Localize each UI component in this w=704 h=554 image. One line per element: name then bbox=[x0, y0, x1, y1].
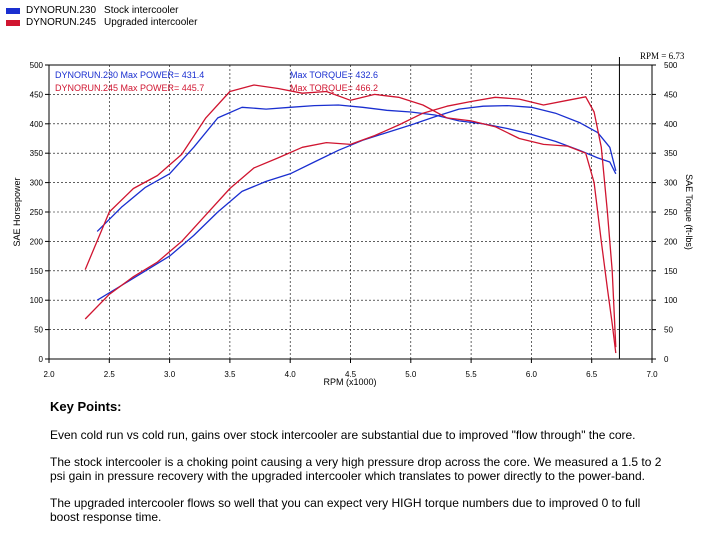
key-point-paragraph: Even cold run vs cold run, gains over st… bbox=[50, 428, 636, 442]
y-tick-label: 50 bbox=[34, 326, 43, 335]
legend-swatch bbox=[6, 7, 20, 14]
x-tick-label: 4.5 bbox=[345, 370, 357, 379]
y-tick-label-right: 200 bbox=[664, 237, 678, 246]
key-point-paragraph: The stock intercooler is a choking point… bbox=[50, 455, 662, 483]
x-tick-label: 3.0 bbox=[164, 370, 176, 379]
axis-ticks: 0 0 50 50 100 100 150 150 200 200 250 250 300 300 350 3… bbox=[30, 61, 678, 379]
max-value-annotation: Max TORQUE= 466.2 bbox=[290, 83, 378, 93]
y-tick-label: 400 bbox=[30, 120, 44, 129]
legend-swatch bbox=[6, 19, 20, 26]
y-tick-label-right: 150 bbox=[664, 267, 678, 276]
legend-item: DYNORUN.230 Stock intercooler bbox=[6, 5, 179, 16]
y-tick-label: 200 bbox=[30, 237, 44, 246]
y-tick-label-right: 350 bbox=[664, 149, 678, 158]
rpm-marker-label: RPM = 6.73 bbox=[640, 51, 685, 61]
annotations: DYNORUN.230 Max POWER= 431.4 DYNORUN.245 … bbox=[55, 70, 378, 93]
y-tick-label-right: 250 bbox=[664, 208, 678, 217]
y-tick-label-right: 300 bbox=[664, 179, 678, 188]
series-line-power bbox=[84, 96, 617, 348]
y-tick-label: 500 bbox=[30, 61, 44, 70]
y-tick-label: 350 bbox=[30, 149, 44, 158]
x-tick-label: 2.5 bbox=[104, 370, 116, 379]
y-tick-label-right: 400 bbox=[664, 120, 678, 129]
y-axis-label-left: SAE Horsepower bbox=[12, 177, 22, 246]
max-value-annotation: DYNORUN.230 Max POWER= 431.4 bbox=[55, 70, 204, 80]
key-points-title: Key Points: bbox=[50, 399, 122, 414]
legend-label: Upgraded intercooler bbox=[104, 17, 198, 28]
x-tick-label: 5.5 bbox=[466, 370, 478, 379]
y-tick-label: 0 bbox=[39, 355, 44, 364]
x-tick-label: 2.0 bbox=[43, 370, 55, 379]
legend-label: Stock intercooler bbox=[104, 5, 179, 16]
key-point-paragraph: The upgraded intercooler flows so well t… bbox=[50, 496, 641, 524]
x-tick-label: 7.0 bbox=[646, 370, 658, 379]
key-points: Key Points: Even cold run vs cold run, g… bbox=[50, 400, 670, 537]
y-tick-label-right: 50 bbox=[664, 326, 673, 335]
legend-run-name: DYNORUN.245 bbox=[26, 17, 97, 28]
series-line-power bbox=[96, 104, 617, 301]
max-value-annotation: Max TORQUE= 432.6 bbox=[290, 70, 378, 80]
series-group bbox=[84, 84, 617, 354]
y-tick-label: 450 bbox=[30, 90, 44, 99]
x-tick-label: 5.0 bbox=[405, 370, 417, 379]
y-tick-label-right: 500 bbox=[664, 61, 678, 70]
y-tick-label: 150 bbox=[30, 267, 44, 276]
grid bbox=[49, 57, 652, 359]
y-axis-label-right: SAE Torque (ft-lbs) bbox=[684, 174, 694, 250]
x-tick-label: 6.5 bbox=[586, 370, 598, 379]
legend-run-name: DYNORUN.230 bbox=[26, 5, 97, 16]
y-tick-label: 100 bbox=[30, 296, 44, 305]
x-tick-label: 3.5 bbox=[224, 370, 236, 379]
x-axis-label: RPM (x1000) bbox=[323, 377, 376, 387]
y-tick-label: 250 bbox=[30, 208, 44, 217]
dyno-chart: RPM = 6.73 0 0 50 50 100 100 150 150 200 200 250 25… bbox=[12, 51, 694, 387]
max-value-annotation: DYNORUN.245 Max POWER= 445.7 bbox=[55, 83, 204, 93]
legend-item: DYNORUN.245 Upgraded intercooler bbox=[6, 17, 197, 28]
y-tick-label-right: 100 bbox=[664, 296, 678, 305]
y-tick-label: 300 bbox=[30, 179, 44, 188]
y-tick-label-right: 0 bbox=[664, 355, 669, 364]
y-tick-label-right: 450 bbox=[664, 90, 678, 99]
x-tick-label: 4.0 bbox=[285, 370, 297, 379]
x-tick-label: 6.0 bbox=[526, 370, 538, 379]
series-line-torque bbox=[96, 104, 617, 232]
series-line-torque bbox=[84, 84, 617, 354]
